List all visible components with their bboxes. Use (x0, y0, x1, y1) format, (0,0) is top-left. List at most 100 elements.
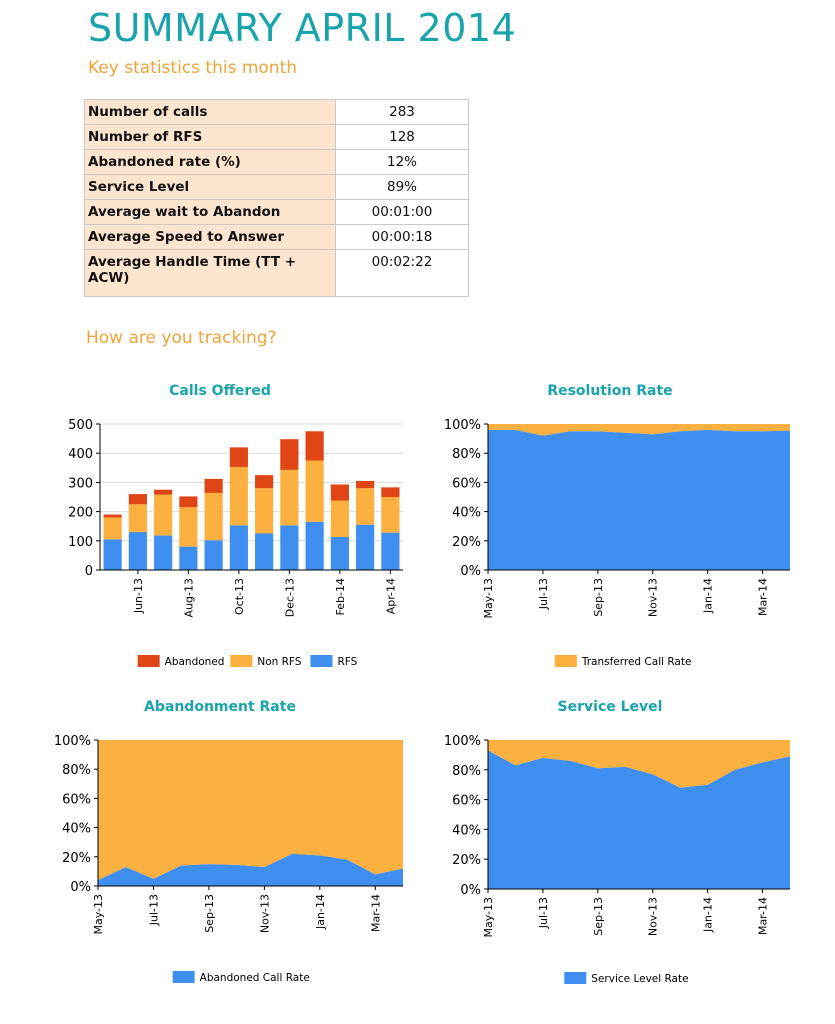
service-level-xtick-label: Jan-14 (702, 897, 715, 933)
service-level-ytick-label: 0% (460, 883, 481, 898)
calls-offered-bar-abandoned (330, 484, 349, 501)
page-subtitle: Key statistics this month (88, 58, 298, 78)
resolution-rate-title: Resolution Rate (547, 383, 672, 399)
abandonment-rate-ytick-label: 20% (62, 851, 91, 866)
calls-offered-ytick-label: 400 (68, 447, 93, 462)
calls-offered-xtick-label: Apr-14 (384, 578, 397, 614)
resolution-rate-ytick-label: 0% (460, 564, 481, 579)
resolution-rate-ytick-label: 60% (452, 476, 481, 491)
service-level-ytick-label: 100% (444, 734, 481, 749)
calls-offered-xtick-label: Jun-13 (132, 578, 145, 614)
calls-offered-bar-non-rfs (280, 469, 299, 526)
calls-offered-bar-abandoned (381, 487, 400, 497)
calls-offered-bar-non-rfs (229, 466, 248, 526)
resolution-rate-ytick-label: 20% (452, 535, 481, 550)
calls-offered-bar-non-rfs (154, 494, 173, 536)
calls-offered-xtick-label: Feb-14 (334, 578, 347, 615)
resolution-rate-area-transferred-call-rate (488, 424, 790, 436)
calls-offered-bar-rfs (255, 533, 274, 570)
service-level-ytick-label: 60% (452, 794, 481, 809)
calls-offered-bar-rfs (128, 532, 147, 570)
calls-offered-legend-label: RFS (337, 656, 357, 668)
calls-offered-bar-abandoned (103, 514, 122, 518)
abandonment-rate-legend-swatch (172, 971, 195, 983)
resolution-rate-area-remainder (488, 429, 790, 570)
calls-offered-title: Calls Offered (169, 383, 271, 399)
calls-offered-bar-abandoned (154, 489, 173, 495)
abandonment-rate-xtick-label: Sep-13 (203, 894, 216, 933)
calls-offered-bar-abandoned (280, 439, 299, 470)
service-level-xtick-label: Sep-13 (592, 897, 605, 936)
stat-label: Average Handle Time (TT + ACW) (84, 249, 336, 297)
abandonment-rate-ytick-label: 100% (54, 734, 91, 749)
resolution-rate-ytick-label: 40% (452, 506, 481, 521)
calls-offered-bar-rfs (154, 535, 173, 570)
calls-offered-bar-rfs (103, 539, 122, 570)
stat-label: Number of RFS (84, 124, 336, 150)
calls-offered-bar-non-rfs (179, 507, 198, 547)
calls-offered-legend-swatch (137, 655, 160, 667)
service-level-xtick-label: May-13 (482, 897, 495, 938)
abandonment-rate-ytick-label: 0% (70, 880, 91, 895)
stat-row: Abandoned rate (%) 12% (84, 149, 469, 175)
section-heading: How are you tracking? (86, 328, 277, 348)
calls-offered-bar-non-rfs (356, 488, 375, 525)
calls-offered-bar-non-rfs (128, 504, 147, 533)
service-level-area-service-level-rate (488, 750, 790, 889)
calls-offered-bar-abandoned (229, 447, 248, 467)
stat-label: Number of calls (84, 99, 336, 125)
service-level-legend-swatch (564, 972, 587, 984)
service-level-xtick-label: Nov-13 (647, 897, 660, 936)
resolution-rate-xtick-label: Nov-13 (647, 578, 660, 617)
calls-offered-legend-swatch (230, 655, 253, 667)
service-level-ytick-label: 80% (452, 764, 481, 779)
service-level-title: Service Level (558, 699, 663, 715)
stat-value: 12% (335, 149, 469, 175)
calls-offered-bar-non-rfs (330, 500, 349, 538)
abandonment-rate-xtick-label: Nov-13 (258, 894, 271, 933)
calls-offered-ytick-label: 200 (68, 506, 93, 521)
calls-offered-bar-non-rfs (255, 488, 274, 534)
calls-offered-bar-non-rfs (381, 497, 400, 533)
calls-offered-bar-rfs (179, 546, 198, 570)
resolution-rate-xtick-label: May-13 (482, 578, 495, 619)
page-title: SUMMARY APRIL 2014 (88, 6, 517, 50)
calls-offered-bar-abandoned (128, 494, 147, 505)
calls-offered-bar-rfs (204, 540, 223, 570)
stat-label: Service Level (84, 174, 336, 200)
service-level-legend-label: Service Level Rate (591, 973, 688, 985)
service-level-ytick-label: 20% (452, 853, 481, 868)
calls-offered-legend-swatch (310, 655, 333, 667)
stat-row: Average Handle Time (TT + ACW) 00:02:22 (84, 249, 469, 297)
calls-offered-bar-abandoned (305, 431, 324, 461)
abandonment-rate-xtick-label: May-13 (92, 894, 105, 935)
calls-offered-xtick-label: Oct-13 (233, 578, 246, 615)
abandonment-rate-ytick-label: 60% (62, 792, 91, 807)
calls-offered-ytick-label: 500 (68, 418, 93, 433)
abandonment-rate-ytick-label: 80% (62, 763, 91, 778)
calls-offered-bar-rfs (330, 537, 349, 570)
calls-offered-bar-abandoned (255, 475, 274, 489)
abandonment-rate-xtick-label: Mar-14 (369, 894, 382, 932)
calls-offered-ytick-label: 100 (68, 535, 93, 550)
resolution-rate-xtick-label: Jan-14 (702, 578, 715, 614)
calls-offered-bar-abandoned (179, 496, 198, 508)
service-level-xtick-label: Jul-13 (537, 897, 550, 929)
calls-offered-bar-non-rfs (103, 517, 122, 540)
calls-offered-xtick-label: Dec-13 (283, 578, 296, 617)
resolution-rate-xtick-label: Jul-13 (537, 578, 550, 610)
stat-label: Average wait to Abandon (84, 199, 336, 225)
calls-offered-bar-rfs (280, 525, 299, 570)
key-statistics-table: Number of calls 283 Number of RFS 128 Aban… (84, 99, 469, 297)
calls-offered-bar-non-rfs (204, 492, 223, 541)
resolution-rate-xtick-label: Sep-13 (592, 578, 605, 617)
service-level-area-remainder (488, 740, 790, 788)
abandonment-rate-xtick-label: Jan-14 (314, 894, 327, 930)
calls-offered-ytick-label: 300 (68, 476, 93, 491)
abandonment-rate-title: Abandonment Rate (144, 699, 296, 715)
resolution-rate-xtick-label: Mar-14 (757, 578, 770, 616)
calls-offered-legend-label: Abandoned (165, 656, 225, 668)
stat-value: 00:00:18 (335, 224, 469, 250)
resolution-rate-ytick-label: 100% (444, 418, 481, 433)
